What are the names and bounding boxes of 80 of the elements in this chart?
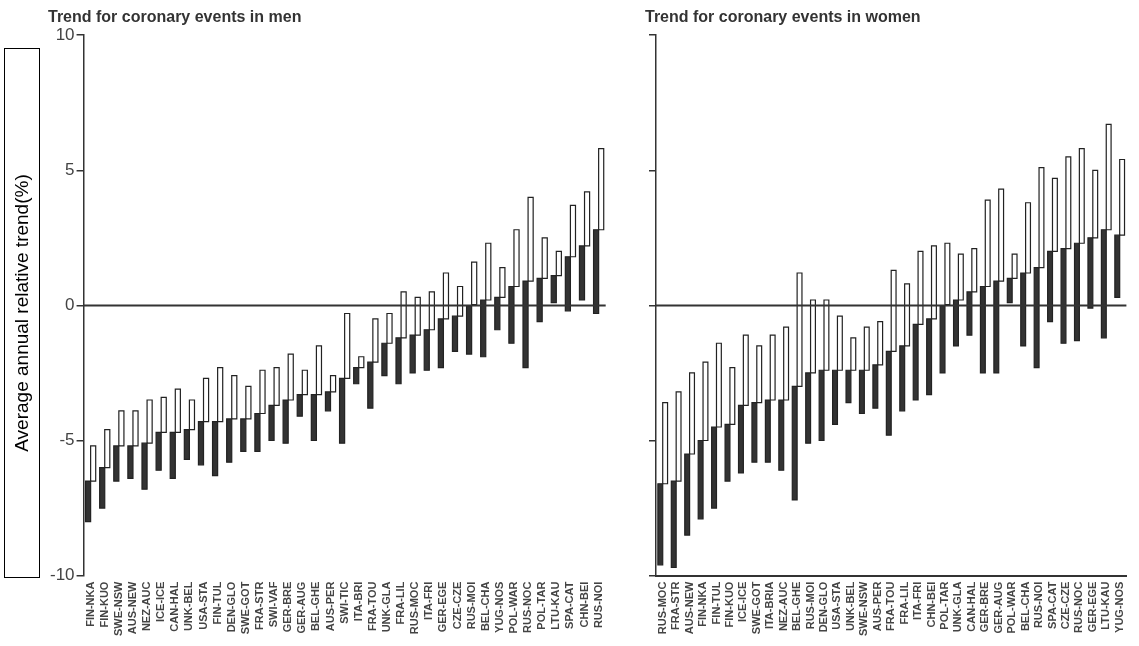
x-tick-label: AUS-NEW <box>125 581 138 635</box>
x-tick-label: FRA-TOU <box>365 581 378 631</box>
y-tick-label: 0 <box>65 295 75 315</box>
x-tick-label: ICE-ICE <box>154 581 167 622</box>
x-tick-label: ITA-FRI <box>422 581 435 620</box>
y-tick-label: -10 <box>49 565 75 585</box>
x-tick-label: GER-AUG <box>295 581 308 634</box>
y-axis-title: Average annual relative trend(%) <box>11 174 33 452</box>
x-tick-label: FRA-LIL <box>394 581 407 625</box>
x-tick-label: USA-STA <box>830 581 843 630</box>
x-tick-label: ICE-ICE <box>736 581 749 622</box>
x-tick-label: GER-BRE <box>281 581 294 633</box>
x-tick-label: GER-BRE <box>978 581 991 633</box>
x-tick-label: ITA-BRI <box>351 581 364 622</box>
x-tick-label: UNK-BEL <box>182 581 195 632</box>
x-tick-label: POL-WAR <box>507 581 519 634</box>
x-tick-label: NEZ-AUC <box>776 581 789 632</box>
chart-title: Trend for coronary events in women <box>645 8 921 26</box>
x-tick-label: FRA-TOU <box>884 581 897 631</box>
x-tick-label: CHN-BEI <box>924 581 937 628</box>
x-tick-label: AUS-NEW <box>682 581 695 635</box>
x-tick-label: FIN-TUL <box>709 581 722 625</box>
x-tick-label: RUS-NOC <box>521 581 534 633</box>
x-tick-label: CZE-CZE <box>1058 581 1071 630</box>
x-tick-label: LTU-KAU <box>1099 581 1112 630</box>
x-tick-label: DEN-GLO <box>224 581 237 633</box>
x-tick-label: RUS-NOI <box>591 581 604 629</box>
x-tick-label: RUS-MOC <box>408 581 421 635</box>
x-tick-label: SPA-CAT <box>1045 581 1058 629</box>
x-tick-label: RUS-MOI <box>464 581 477 630</box>
x-tick-label: UNK-GLA <box>380 581 392 633</box>
x-tick-label: SWE-GOT <box>238 581 251 635</box>
x-tick-label: DEN-GLO <box>817 581 830 633</box>
x-tick-label: SWE-NSW <box>857 581 870 637</box>
x-tick-label: FRA-STR <box>669 581 682 630</box>
y-tick-label: 10 <box>55 24 75 44</box>
x-tick-label: BEL-GHE <box>790 581 803 632</box>
x-tick-label: ITA-BRIA <box>763 581 776 630</box>
x-tick-label: RUS-NOC <box>1072 581 1085 633</box>
x-tick-label: FIN-KUO <box>722 581 735 628</box>
x-tick-label: FRA-STR <box>252 581 265 630</box>
x-tick-label: SWE-NSW <box>111 581 124 637</box>
x-tick-label: GER-EGE <box>1085 581 1098 633</box>
x-tick-label: GER-EGE <box>436 581 449 633</box>
x-tick-label: RUS-MOI <box>803 581 816 630</box>
x-tick-label: BEL-GHE <box>309 581 322 632</box>
x-tick-label: NEZ-AUC <box>140 581 153 632</box>
x-tick-label: YUG-NOS <box>492 581 505 633</box>
x-tick-label: FIN-TUL <box>210 581 223 625</box>
x-tick-label: SWE-GOT <box>749 581 762 635</box>
x-tick-label: UNK-GLA <box>951 581 964 633</box>
x-tick-label: FRA-LIL <box>897 581 910 625</box>
x-tick-label: ITA-FRI <box>911 581 924 620</box>
x-tick-label: CAN-HAL <box>964 581 977 632</box>
y-tick-label: 5 <box>65 159 75 179</box>
y-tick-label: -5 <box>59 430 75 450</box>
x-tick-label: SWI-VAF <box>267 581 280 628</box>
x-tick-label: FIN-KUO <box>97 581 110 628</box>
x-tick-label: LTU-KAU <box>549 581 562 630</box>
x-tick-label: POL-TAR <box>535 581 548 630</box>
x-tick-label: UNK-BEL <box>843 581 856 632</box>
x-tick-label: BEL-CHA <box>1018 581 1031 632</box>
x-tick-label: RUS-NOI <box>1032 581 1045 629</box>
chart-title: Trend for coronary events in men <box>48 8 302 26</box>
x-tick-label: FIN-NKA <box>83 581 96 627</box>
x-tick-label: FIN-NKA <box>696 581 709 627</box>
x-tick-label: USA-STA <box>196 581 209 630</box>
x-tick-label: AUS-PER <box>323 581 336 632</box>
x-tick-label: SPA-CAT <box>563 581 576 629</box>
x-tick-label: POL-WAR <box>1005 581 1018 634</box>
x-tick-label: YUG-NOS <box>1112 581 1125 633</box>
x-tick-label: POL-TAR <box>937 581 950 630</box>
x-tick-label: CAN-HAL <box>168 581 181 632</box>
x-tick-label: RUS-MOC <box>655 581 668 635</box>
x-tick-label: SWI-TIC <box>337 581 350 624</box>
x-tick-label: BEL-CHA <box>478 581 491 632</box>
x-tick-label: GER-AUG <box>991 581 1004 634</box>
x-tick-label: AUS-PER <box>870 581 883 632</box>
x-tick-label: CZE-CZE <box>450 581 463 630</box>
x-tick-label: CHN-BEI <box>577 581 590 628</box>
